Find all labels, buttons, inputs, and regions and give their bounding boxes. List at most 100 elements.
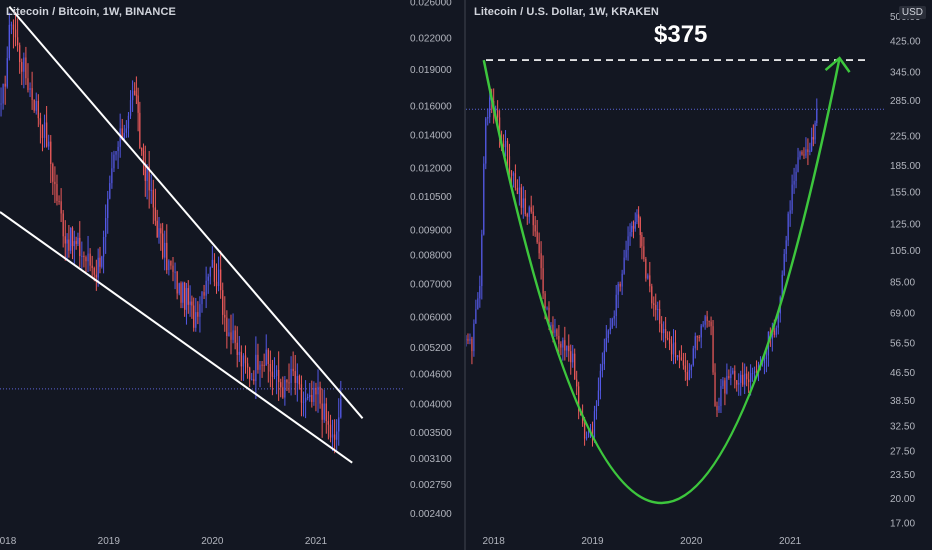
candle-body — [79, 237, 81, 257]
candle-body — [242, 355, 245, 367]
candle-body — [686, 372, 688, 380]
ltcusd-chart-canvas[interactable]: 500.00425.00345.00285.00225.00185.00155.… — [466, 0, 932, 550]
candle-body — [647, 275, 649, 279]
candle-body — [164, 242, 166, 258]
candle-body — [246, 363, 249, 368]
candle-body — [674, 342, 677, 358]
candle-body — [315, 387, 317, 395]
candle-body — [765, 355, 768, 359]
candle-body — [93, 268, 95, 275]
ltcusd-chart-panel[interactable]: 500.00425.00345.00285.00225.00185.00155.… — [466, 0, 932, 550]
candle-body — [562, 340, 564, 348]
candle-body — [514, 173, 517, 189]
y-tick-label: 425.00 — [890, 36, 921, 47]
candle-body — [77, 237, 79, 244]
candle-body — [578, 386, 580, 411]
candle-body — [791, 184, 793, 211]
candle-body — [716, 405, 718, 411]
candle-body — [634, 222, 636, 229]
candle-body — [469, 338, 471, 341]
candle-body — [25, 57, 27, 79]
candle-body — [121, 128, 123, 141]
candle-body — [613, 315, 615, 319]
candle-body — [661, 323, 663, 334]
candle-body — [261, 364, 263, 366]
candle-body — [102, 236, 105, 257]
candle-body — [240, 351, 243, 367]
candle-body — [649, 275, 651, 287]
candle-body — [253, 379, 255, 382]
candle-body — [280, 382, 282, 388]
candle-body — [583, 423, 586, 439]
ltcbtc-chart-panel[interactable]: 0.026000 0.022000 0.019000 0.016000 0.014000… — [0, 0, 464, 550]
candle-body — [524, 198, 526, 214]
y-tick-label: 0.008000 — [410, 251, 452, 262]
candle-body — [676, 355, 679, 358]
candle-body — [629, 231, 631, 237]
y-tick-label: 46.50 — [890, 368, 915, 379]
candle-body — [6, 58, 8, 87]
candle-body — [597, 390, 600, 406]
candle-body — [526, 213, 528, 217]
candle-body — [734, 370, 736, 381]
candle-body — [73, 241, 75, 247]
candle-body — [238, 351, 240, 355]
candle-body — [222, 290, 224, 315]
candle-body — [540, 253, 542, 269]
candle-body — [170, 260, 172, 266]
candle-body — [107, 198, 109, 219]
y-tick-label: 17.00 — [890, 519, 915, 530]
candle-body — [655, 304, 657, 311]
candle-body — [311, 395, 313, 402]
candle-body — [605, 338, 607, 351]
y-tick-label: 69.00 — [890, 309, 915, 320]
candle-body — [213, 259, 216, 282]
candle-body — [292, 368, 294, 372]
candle-body — [477, 298, 479, 310]
candle-body — [678, 355, 681, 358]
candle-body — [230, 332, 232, 340]
candle-body — [182, 282, 184, 303]
ltcbtc-chart-canvas[interactable]: 0.026000 0.022000 0.019000 0.016000 0.014000… — [0, 0, 464, 550]
candle-body — [197, 312, 199, 317]
candle-body — [325, 403, 327, 422]
candle-body — [544, 293, 546, 309]
candle-body — [532, 211, 534, 226]
candle-body — [199, 304, 201, 317]
candle-body — [144, 163, 146, 181]
candle-body — [10, 24, 13, 26]
y-tick-label: 0.003100 — [410, 454, 452, 465]
candle-body — [294, 371, 296, 383]
candle-body — [150, 189, 152, 191]
candle-body — [284, 379, 286, 398]
candle-body — [466, 338, 467, 340]
x-tick-label: 2019 — [98, 536, 121, 547]
candle-body — [329, 424, 332, 438]
currency-badge[interactable]: USD — [898, 6, 926, 19]
candle-body — [282, 387, 284, 398]
upper-trendline — [8, 5, 364, 419]
candle-body — [574, 353, 576, 380]
candle-body — [21, 62, 23, 72]
y-tick-label: 32.50 — [890, 421, 915, 432]
candle-body — [599, 370, 602, 391]
candle-body — [70, 227, 72, 251]
candle-body — [56, 184, 58, 202]
candle-body — [139, 112, 141, 149]
candle-body — [548, 307, 550, 325]
candle-body — [663, 328, 665, 334]
y-tick-label: 125.00 — [890, 220, 921, 231]
candle-body — [728, 376, 730, 379]
y-tick-label: 0.012000 — [410, 164, 452, 175]
candle-body — [708, 320, 710, 322]
candle-body — [510, 170, 513, 176]
candle-body — [785, 240, 787, 254]
candle-body — [166, 242, 168, 271]
x-tick-label: 2020 — [201, 536, 224, 547]
candle-body — [50, 141, 52, 165]
candle-body — [643, 246, 645, 259]
panel-divider[interactable] — [464, 0, 466, 550]
candle-body — [627, 236, 629, 251]
candle-body — [205, 280, 207, 296]
y-tick-label: 0.007000 — [410, 279, 452, 290]
